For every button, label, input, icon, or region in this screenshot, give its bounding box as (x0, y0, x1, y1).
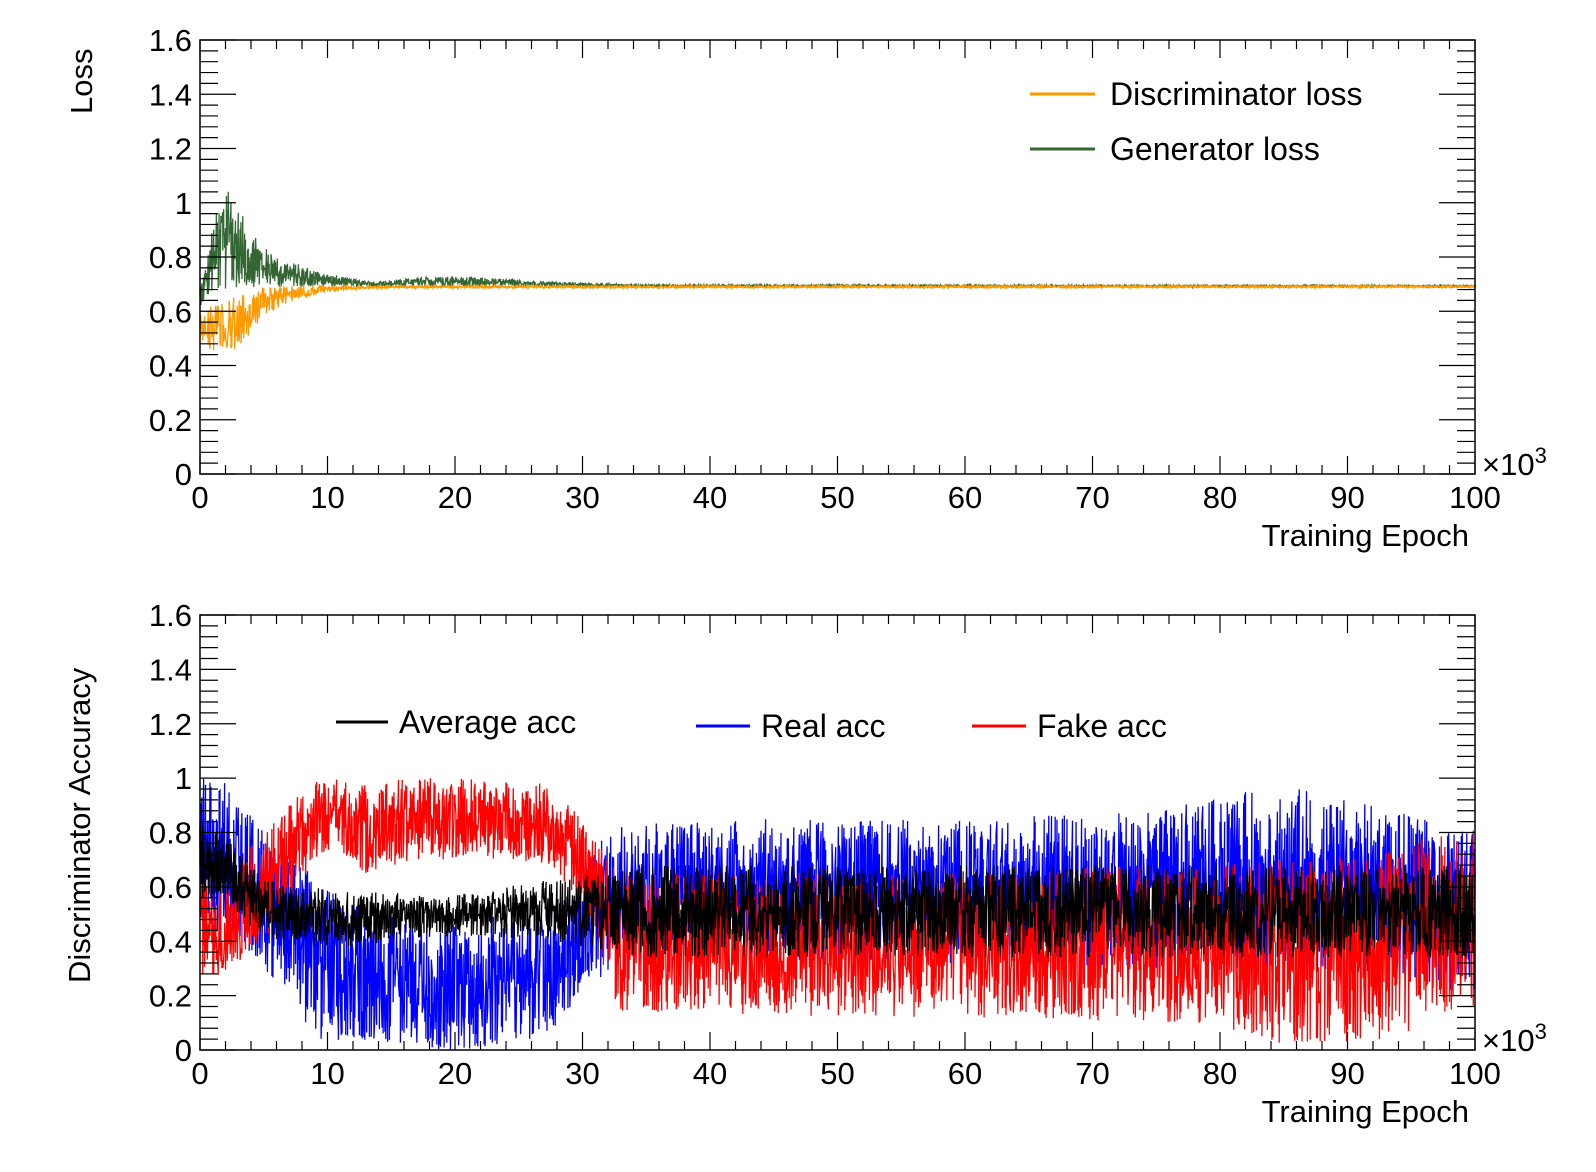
loss-panel: 0 10 20 30 40 50 60 70 80 90 100 0 0.2 0.4 0.6 0.8 1 1.2 1… (64, 23, 1547, 553)
accuracy-y-tick-label: 0 (175, 1033, 192, 1068)
loss-y-tick-label: 0.8 (149, 240, 192, 275)
loss-x-tick-label: 90 (1330, 480, 1364, 515)
accuracy-y-tick-label: 1.4 (149, 652, 192, 687)
loss-x-multiplier-exponent: 3 (1535, 443, 1547, 468)
accuracy-x-multiplier-exponent: 3 (1535, 1019, 1547, 1044)
accuracy-y-tick-label: 1.6 (149, 598, 192, 633)
loss-x-tick-label: 0 (191, 480, 208, 515)
loss-y-tick-label: 1.6 (149, 23, 192, 58)
loss-x-tick-label: 50 (820, 480, 854, 515)
accuracy-x-tick-label: 60 (948, 1056, 982, 1091)
accuracy-x-tick-label: 0 (191, 1056, 208, 1091)
loss-x-tick-label: 80 (1203, 480, 1237, 515)
accuracy-x-tick-label: 20 (438, 1056, 472, 1091)
accuracy-series-group (199, 778, 1476, 1050)
series-fake-acc (199, 778, 1476, 1043)
loss-y-axis-label: Loss (64, 49, 99, 114)
loss-y-tick-label: 0.6 (149, 294, 192, 329)
accuracy-panel: 0 10 20 30 40 50 60 70 80 90 100 0 0.2 0.4 0.6 0.8 1 1.2 1… (62, 598, 1547, 1129)
accuracy-ticks (199, 614, 1476, 1051)
accuracy-y-tick-label: 1 (175, 761, 192, 796)
accuracy-y-tick-label: 0.2 (149, 979, 192, 1014)
legend-label-average-acc: Average acc (399, 704, 576, 740)
accuracy-x-tick-label: 100 (1449, 1056, 1501, 1091)
loss-ticks (199, 39, 1476, 475)
accuracy-y-tick-label: 0.4 (149, 924, 192, 959)
accuracy-legend: Average acc Real acc Fake acc (336, 704, 1167, 744)
loss-legend: Discriminator loss Generator loss (1030, 76, 1362, 167)
accuracy-y-tick-label: 1.2 (149, 707, 192, 742)
accuracy-y-axis-label: Discriminator Accuracy (62, 667, 97, 983)
accuracy-x-tick-label: 70 (1075, 1056, 1109, 1091)
loss-x-tick-label: 60 (948, 480, 982, 515)
loss-x-tick-label: 70 (1075, 480, 1109, 515)
legend-label-fake-acc: Fake acc (1037, 708, 1167, 744)
loss-x-tick-label: 10 (310, 480, 344, 515)
series-average-acc (199, 821, 1476, 958)
accuracy-x-tick-label: 30 (565, 1056, 599, 1091)
accuracy-x-tick-label: 40 (693, 1056, 727, 1091)
accuracy-x-multiplier: ×103 (1482, 1019, 1547, 1058)
accuracy-x-tick-label: 10 (310, 1056, 344, 1091)
loss-y-tick-label: 0.2 (149, 403, 192, 438)
loss-y-tick-label: 0 (175, 457, 192, 492)
loss-y-tick-label: 1.4 (149, 77, 192, 112)
accuracy-x-tick-label: 80 (1203, 1056, 1237, 1091)
loss-x-tick-label: 100 (1449, 480, 1501, 515)
loss-series-group (199, 191, 1476, 351)
accuracy-x-axis-label: Training Epoch (1262, 1094, 1469, 1129)
loss-x-tick-label: 20 (438, 480, 472, 515)
accuracy-y-tick-label: 0.6 (149, 870, 192, 905)
loss-y-tick-label: 1 (175, 186, 192, 221)
loss-x-tick-label: 40 (693, 480, 727, 515)
legend-label-real-acc: Real acc (761, 708, 886, 744)
loss-x-axis-label: Training Epoch (1262, 518, 1469, 553)
accuracy-tick-labels: 0 10 20 30 40 50 60 70 80 90 100 0 0.2 0.4 0.6 0.8 1 1.2 1… (149, 598, 1501, 1091)
legend-label-generator-loss: Generator loss (1110, 131, 1320, 167)
accuracy-y-tick-label: 0.8 (149, 816, 192, 851)
loss-x-tick-label: 30 (565, 480, 599, 515)
loss-y-tick-label: 1.2 (149, 132, 192, 167)
legend-label-discriminator-loss: Discriminator loss (1110, 76, 1362, 112)
loss-x-multiplier: ×103 (1482, 443, 1547, 482)
accuracy-x-tick-label: 50 (820, 1056, 854, 1091)
loss-y-tick-label: 0.4 (149, 349, 192, 384)
series-discriminator-loss (199, 283, 1476, 351)
accuracy-x-tick-label: 90 (1330, 1056, 1364, 1091)
loss-tick-labels: 0 10 20 30 40 50 60 70 80 90 100 0 0.2 0.4 0.6 0.8 1 1.2 1… (149, 23, 1501, 515)
